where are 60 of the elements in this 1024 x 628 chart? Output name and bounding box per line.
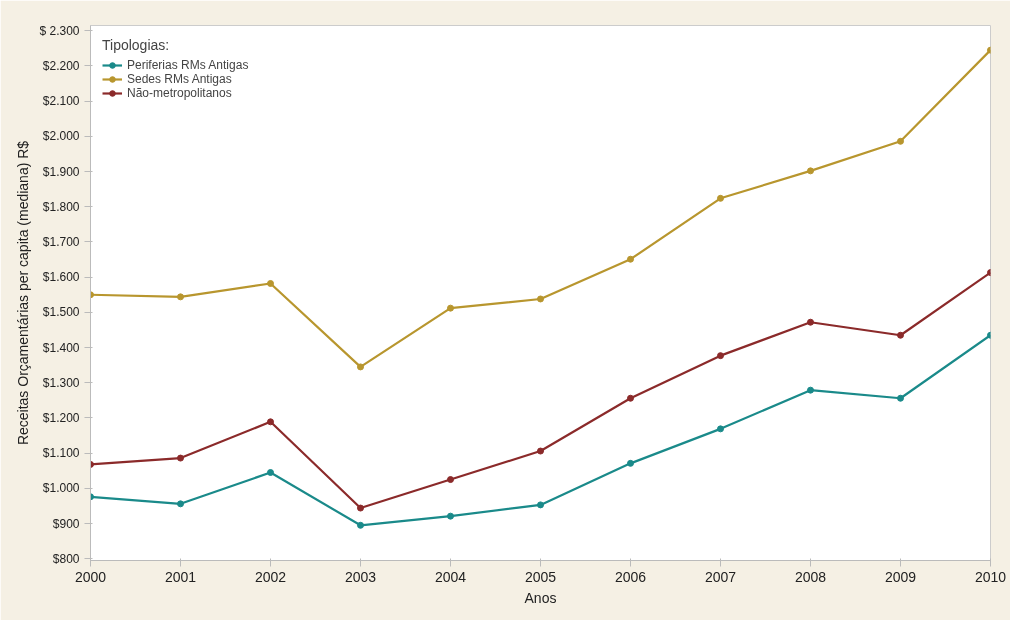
- y-tick-label: $800: [52, 551, 80, 566]
- x-tick-label: 2004: [434, 568, 467, 585]
- point: [627, 459, 634, 467]
- y-tick-label: $2.100: [42, 94, 80, 109]
- point: [807, 318, 814, 326]
- legend-label: Periferias RMs Antigas: [127, 58, 249, 72]
- y-tick-label: $900: [52, 516, 80, 531]
- y-axis-title: Receitas Orçamentárias per capita (mediana) R$: [15, 140, 32, 446]
- y-tick-label: $1.200: [42, 410, 80, 425]
- x-tick-label: 2002: [254, 568, 287, 585]
- point: [807, 386, 814, 394]
- point: [627, 394, 634, 402]
- point: [267, 469, 274, 476]
- point: [717, 352, 724, 360]
- y-tick-label: $1.900: [42, 164, 80, 179]
- point: [807, 167, 814, 175]
- x-tick-label: 2001: [164, 568, 197, 585]
- point: [177, 454, 184, 462]
- point: [897, 137, 904, 145]
- y-tick-label: $2.000: [42, 129, 80, 144]
- point: [267, 418, 274, 426]
- x-tick-label: 2005: [524, 568, 557, 585]
- x-axis-title: Anos: [524, 589, 557, 606]
- point: [357, 504, 364, 512]
- point: [537, 295, 544, 303]
- y-tick-label: $1.700: [42, 234, 80, 249]
- point: [267, 280, 274, 287]
- legend-label: Não-metropolitanos: [127, 86, 232, 100]
- y-tick-label: $ 2.300: [39, 23, 80, 38]
- y-tick-label: $1.600: [42, 270, 80, 285]
- point: [177, 500, 184, 508]
- point: [357, 521, 364, 529]
- point: [537, 447, 544, 455]
- point: [897, 331, 904, 339]
- x-tick-label: 2010: [974, 568, 1007, 585]
- y-tick-label: $1.500: [42, 305, 80, 320]
- x-tick-label: 2007: [704, 568, 737, 585]
- point: [447, 512, 454, 520]
- y-tick-label: $1.400: [42, 340, 80, 355]
- point: [177, 293, 184, 301]
- legend-label: Sedes RMs Antigas: [127, 72, 232, 86]
- x-tick-label: 2008: [794, 568, 827, 585]
- point: [717, 425, 724, 433]
- y-tick-label: $1.000: [42, 481, 80, 496]
- point: [357, 363, 364, 371]
- y-tick-label: $1.800: [42, 199, 80, 214]
- y-tick-label: $2.200: [42, 58, 80, 73]
- y-tick-label: $1.100: [42, 446, 80, 461]
- point: [897, 394, 904, 402]
- x-tick-label: 2009: [884, 568, 917, 585]
- x-tick-label: 2003: [344, 568, 377, 585]
- point: [537, 501, 544, 509]
- y-tick-label: $1.300: [42, 375, 80, 390]
- point: [447, 476, 454, 484]
- point: [447, 304, 454, 312]
- x-tick-label: 2006: [614, 568, 647, 585]
- x-tick-label: 2000: [74, 568, 107, 585]
- legend-title: Tipologias:: [102, 37, 171, 53]
- point: [627, 255, 634, 263]
- point: [717, 194, 724, 202]
